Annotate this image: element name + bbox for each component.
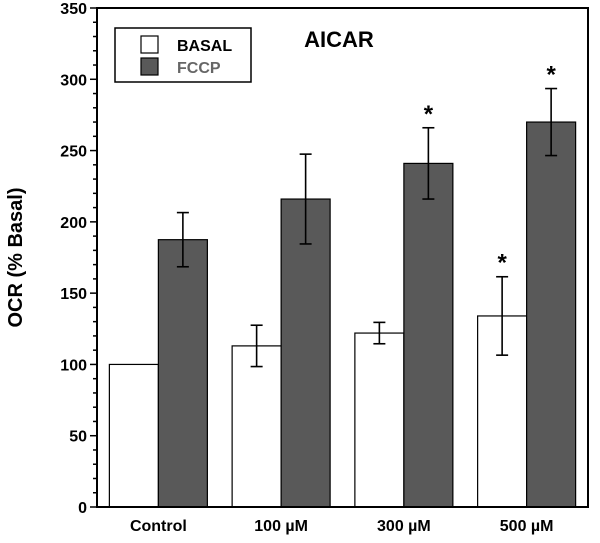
legend: BASAL FCCP	[114, 27, 252, 83]
x-category-label: Control	[130, 518, 187, 535]
legend-box	[114, 27, 252, 83]
y-tick-label: 250	[60, 144, 87, 161]
x-categories-layer: Control 100 µM 300 µM 500 µM	[130, 518, 554, 535]
bar-basal-1	[231, 345, 282, 508]
chart-title: AICAR	[304, 27, 374, 52]
y-tick-label: 200	[60, 215, 87, 232]
legend-label-basal: BASAL	[177, 38, 232, 55]
significance-layer: * * *	[424, 62, 557, 277]
x-category-label: 300 µM	[377, 518, 431, 535]
legend-swatch-basal	[140, 35, 159, 54]
legend-swatch-fccp	[140, 57, 159, 76]
bar-fccp-2	[403, 162, 454, 508]
x-category-label: 100 µM	[254, 518, 308, 535]
y-tick-label: 0	[78, 500, 87, 517]
bar-basal-2	[354, 332, 405, 508]
bar-fccp-1	[280, 198, 331, 508]
plot-frame	[96, 7, 589, 508]
error-bars-layer	[176, 87, 558, 368]
x-category-label: 500 µM	[500, 518, 554, 535]
y-tick-label: 50	[69, 429, 87, 446]
significance-star: *	[497, 250, 507, 277]
y-tick-label: 150	[60, 286, 87, 303]
axes-layer	[96, 7, 589, 508]
y-ticks-layer: 0 50 100 150 200 250 300 350	[60, 1, 97, 517]
y-tick-label: 300	[60, 72, 87, 89]
y-tick-label: 350	[60, 1, 87, 18]
bar-fccp-3	[526, 121, 577, 508]
y-tick-label: 100	[60, 357, 87, 374]
bar-basal-0	[108, 363, 159, 508]
bar-fccp-0	[157, 239, 208, 508]
legend-label-fccp: FCCP	[177, 60, 221, 77]
bars-layer	[108, 121, 577, 508]
significance-star: *	[546, 62, 556, 89]
significance-star: *	[424, 101, 434, 128]
y-axis-title: OCR (% Basal)	[5, 187, 27, 327]
